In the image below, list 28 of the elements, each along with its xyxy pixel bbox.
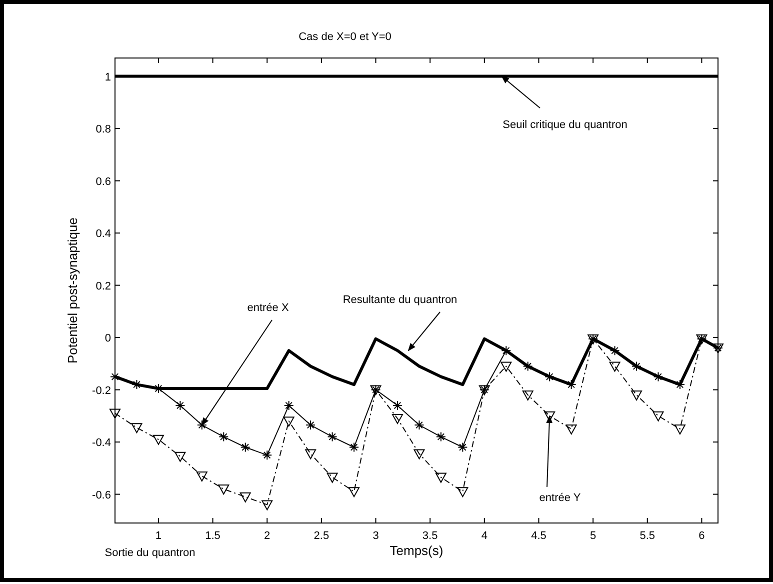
x-tick-label: 5 bbox=[590, 530, 596, 542]
y-tick-label: 0.6 bbox=[96, 176, 111, 188]
x-tick-label: 2 bbox=[264, 530, 270, 542]
annotation: entrée Y bbox=[539, 492, 582, 504]
y-tick-label: -0.4 bbox=[92, 437, 111, 450]
chart-title: Cas de X=0 et Y=0 bbox=[298, 31, 392, 43]
y-axis-title: Potentiel post-synaptique bbox=[65, 218, 80, 364]
y-tick-label: 1 bbox=[104, 71, 111, 84]
x-tick-label: 2.5 bbox=[314, 530, 330, 542]
x-tick-label: 5.5 bbox=[640, 530, 656, 542]
x-axis-title: Temps(s) bbox=[390, 543, 444, 558]
x-tick-label: 3.5 bbox=[422, 530, 438, 542]
text: Sortie du quantron bbox=[104, 547, 196, 559]
y-tick-label: 0.2 bbox=[96, 280, 111, 292]
y-tick-label: 0 bbox=[104, 332, 111, 345]
y-tick-label: -0.6 bbox=[92, 489, 111, 502]
annotation: Resultante du quantron bbox=[342, 294, 458, 306]
x-tick-label: 6 bbox=[698, 530, 705, 542]
x-tick-label: 1.5 bbox=[205, 530, 220, 542]
y-tick-label: 0.4 bbox=[96, 228, 111, 240]
y-tick-label: -0.2 bbox=[92, 384, 111, 397]
annotation: Seuil critique du quantron bbox=[502, 119, 628, 131]
x-tick-label: 4.5 bbox=[531, 530, 546, 542]
x-tick-label: 1 bbox=[155, 530, 162, 542]
x-tick-label: 4 bbox=[481, 530, 488, 542]
annotation: entrée X bbox=[247, 302, 290, 314]
y-tick-label: 0.8 bbox=[96, 124, 111, 136]
x-tick-label: 3 bbox=[372, 530, 379, 542]
